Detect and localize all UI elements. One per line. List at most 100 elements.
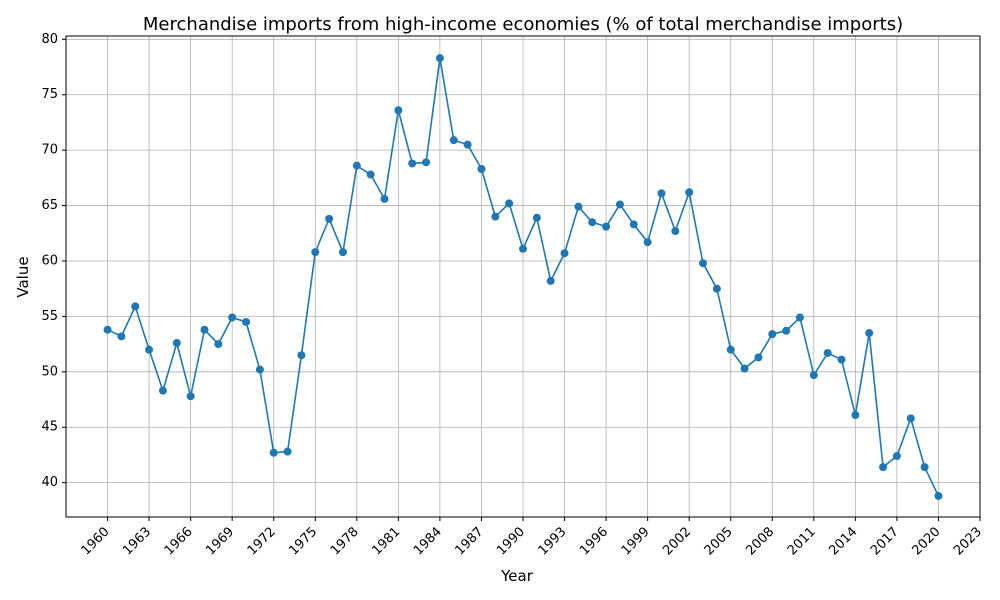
data-point bbox=[352, 161, 361, 170]
x-tick-label: 1981 bbox=[369, 524, 403, 558]
data-point bbox=[394, 106, 403, 115]
data-point bbox=[242, 317, 251, 326]
data-point bbox=[754, 353, 763, 362]
data-point bbox=[463, 140, 472, 149]
x-tick-label: 2017 bbox=[868, 524, 902, 558]
data-point bbox=[283, 447, 292, 456]
y-tick-label: 50 bbox=[41, 364, 58, 379]
data-point bbox=[532, 213, 541, 222]
y-tick-label: 40 bbox=[41, 475, 58, 490]
data-point bbox=[325, 214, 334, 223]
data-point bbox=[629, 220, 638, 229]
data-point bbox=[768, 330, 777, 339]
y-tick-label: 45 bbox=[41, 420, 58, 435]
x-tick-label: 2011 bbox=[785, 524, 819, 558]
data-point bbox=[837, 355, 846, 364]
data-point bbox=[422, 158, 431, 167]
data-point bbox=[740, 364, 749, 373]
x-tick-label: 1969 bbox=[203, 524, 237, 558]
data-point bbox=[269, 448, 278, 457]
data-point bbox=[809, 371, 818, 380]
data-point bbox=[491, 212, 500, 221]
data-point bbox=[782, 326, 791, 335]
data-point bbox=[145, 345, 154, 354]
x-tick-label: 1978 bbox=[328, 524, 362, 558]
data-point bbox=[588, 218, 597, 227]
x-tick-label: 1975 bbox=[286, 524, 320, 558]
data-point bbox=[560, 249, 569, 258]
y-tick-label: 75 bbox=[41, 87, 58, 102]
data-point bbox=[505, 199, 514, 208]
data-point bbox=[574, 202, 583, 211]
data-point bbox=[380, 194, 389, 203]
data-point bbox=[228, 313, 237, 322]
data-point bbox=[699, 259, 708, 268]
data-point bbox=[408, 159, 417, 168]
data-point bbox=[906, 414, 915, 423]
data-point bbox=[477, 164, 486, 173]
x-tick-label: 2008 bbox=[743, 524, 777, 558]
data-point bbox=[200, 325, 209, 334]
data-point bbox=[186, 392, 195, 401]
data-point bbox=[934, 491, 943, 500]
data-point bbox=[449, 136, 458, 145]
y-tick-label: 65 bbox=[41, 198, 58, 213]
x-tick-label: 2023 bbox=[951, 524, 985, 558]
data-point bbox=[214, 340, 223, 349]
data-point bbox=[615, 200, 624, 209]
data-point bbox=[685, 188, 694, 197]
x-tick-label: 1993 bbox=[536, 524, 570, 558]
data-points-layer bbox=[103, 54, 943, 500]
data-point bbox=[103, 325, 112, 334]
data-point bbox=[851, 411, 860, 420]
x-tick-label: 2014 bbox=[826, 524, 860, 558]
x-tick-label: 2020 bbox=[909, 524, 943, 558]
x-tick-label: 1984 bbox=[411, 524, 445, 558]
x-tick-label: 1996 bbox=[577, 524, 611, 558]
x-axis-ticks: 1960 1963 1966 1969 1972 1975 1978 1981 1984 1987… bbox=[79, 517, 985, 558]
y-tick-label: 70 bbox=[41, 143, 58, 158]
x-tick-label: 1999 bbox=[619, 524, 653, 558]
y-axis-label: Value bbox=[14, 256, 32, 297]
x-tick-label: 1960 bbox=[79, 524, 113, 558]
data-point bbox=[255, 365, 264, 374]
data-point bbox=[311, 248, 320, 257]
x-tick-label: 1966 bbox=[162, 524, 196, 558]
data-point bbox=[366, 170, 375, 179]
data-point bbox=[117, 332, 126, 341]
data-point bbox=[795, 313, 804, 322]
y-axis-ticks: 40 45 50 55 60 65 70 75 80 bbox=[41, 32, 66, 490]
x-tick-label: 1963 bbox=[120, 524, 154, 558]
x-tick-label: 1972 bbox=[245, 524, 279, 558]
data-point bbox=[671, 227, 680, 236]
data-point bbox=[519, 244, 527, 253]
data-point bbox=[546, 276, 555, 285]
x-tick-label: 2005 bbox=[702, 524, 736, 558]
data-point bbox=[920, 463, 929, 472]
x-tick-label: 1987 bbox=[452, 524, 486, 558]
data-point bbox=[172, 338, 181, 347]
data-point bbox=[657, 189, 666, 198]
data-point bbox=[865, 329, 874, 338]
y-tick-label: 80 bbox=[41, 32, 58, 47]
data-point bbox=[338, 248, 347, 257]
grid-lines bbox=[66, 36, 981, 517]
x-tick-label: 1990 bbox=[494, 524, 528, 558]
data-point bbox=[643, 238, 652, 247]
x-axis-label: Year bbox=[500, 567, 534, 585]
data-point bbox=[131, 302, 140, 311]
y-tick-label: 60 bbox=[41, 253, 58, 268]
data-point bbox=[892, 452, 901, 461]
chart-title: Merchandise imports from high-income eco… bbox=[143, 14, 903, 35]
data-point bbox=[712, 284, 721, 293]
y-tick-label: 55 bbox=[41, 309, 58, 324]
x-tick-label: 2002 bbox=[660, 524, 694, 558]
data-point bbox=[823, 348, 832, 357]
data-point bbox=[435, 54, 444, 63]
data-point bbox=[726, 345, 735, 354]
data-point bbox=[879, 463, 888, 472]
data-point bbox=[158, 386, 167, 395]
data-point bbox=[602, 222, 611, 231]
data-point bbox=[297, 351, 306, 360]
